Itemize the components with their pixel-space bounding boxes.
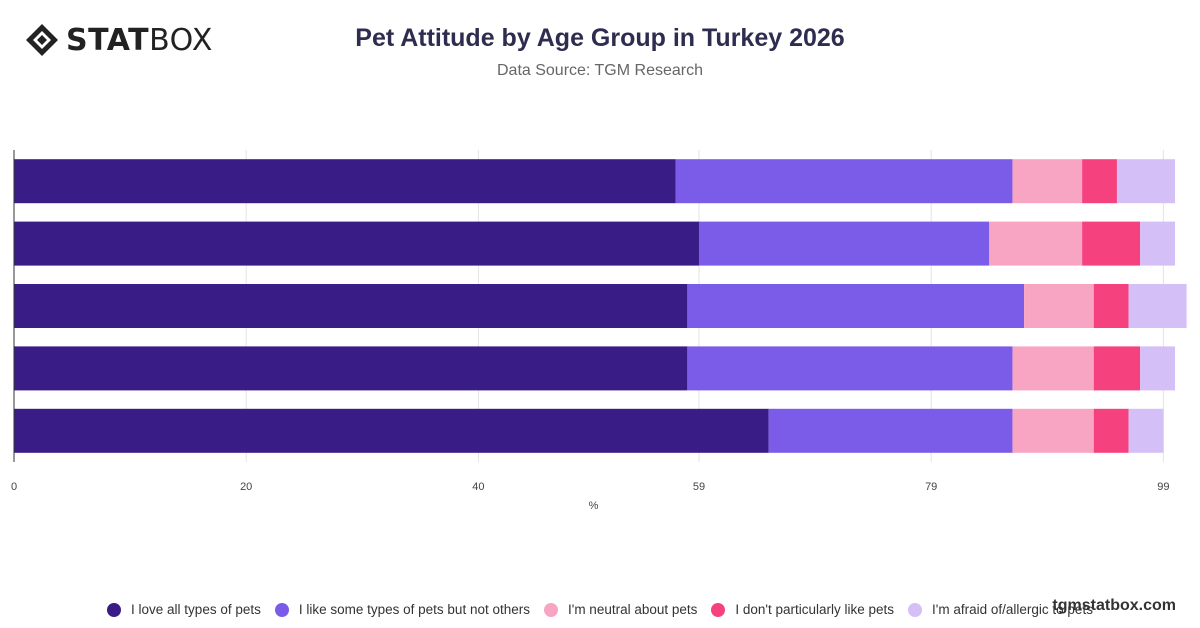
legend-label: I love all types of pets [131, 602, 261, 617]
legend-item[interactable]: I'm afraid of/allergic to pets [908, 602, 1093, 617]
bar-segment [768, 408, 1013, 453]
chart-legend: I love all types of pets I like some type… [0, 602, 1200, 617]
legend-label: I don't particularly like pets [735, 602, 895, 617]
bar-segment [1093, 408, 1129, 453]
bar-segment [1012, 346, 1094, 391]
legend-label: I like some types of pets but not others [298, 602, 530, 617]
bar-segment [1128, 284, 1187, 328]
x-tick-label: 40 [472, 481, 484, 493]
chart-subtitle: Data Source: TGM Research [496, 62, 703, 79]
bar-segment [1012, 408, 1094, 453]
legend-label: I'm neutral about pets [567, 602, 698, 617]
logo-wordmark: STATBOX [66, 22, 213, 58]
x-tick-label: 59 [693, 481, 705, 493]
bar-segment [1116, 159, 1175, 204]
x-tick-label: 79 [925, 481, 937, 493]
legend-marker [543, 602, 558, 617]
diamond-logo-icon [26, 24, 58, 56]
x-tick-label: 20 [240, 481, 252, 493]
bar-segment [14, 346, 688, 391]
legend-marker [107, 602, 122, 617]
bar-segment [1024, 284, 1094, 328]
bar-segment [1082, 221, 1141, 266]
statbox-logo: STATBOX [24, 20, 213, 60]
bar-segment [1128, 408, 1164, 453]
bar-segment [687, 284, 1025, 328]
chart-title: Pet Attitude by Age Group in Turkey 2026 [355, 24, 845, 52]
legend-item[interactable]: I'm neutral about pets [543, 602, 698, 617]
bar-segment [675, 159, 1013, 204]
x-tick-label: 0 [11, 481, 17, 493]
bar-segment [1140, 221, 1175, 266]
legend-item[interactable]: I like some types of pets but not others [274, 602, 530, 617]
bar-segment [687, 346, 1013, 391]
x-tick-label: 99 [1157, 481, 1169, 493]
legend-marker [711, 602, 726, 617]
stacked-bar-chart: 0 20 40 59 79 99% [11, 150, 1187, 512]
bar-segment [14, 284, 688, 328]
bar-segment [1140, 346, 1175, 391]
bar-segment [1093, 284, 1129, 328]
bar-segment [14, 408, 769, 453]
watermark: tgmstatbox.com [1052, 597, 1176, 614]
legend-item[interactable]: I love all types of pets [107, 602, 261, 617]
legend-marker [274, 602, 289, 617]
x-axis-label: % [589, 500, 599, 512]
bar-segment [698, 221, 990, 266]
legend-label: I'm afraid of/allergic to pets [932, 602, 1093, 617]
legend-marker [908, 602, 923, 617]
bar-segment [1012, 159, 1083, 204]
bar-segment [989, 221, 1083, 266]
bar-segment [14, 159, 676, 204]
bar-segment [14, 221, 699, 266]
legend-item[interactable]: I don't particularly like pets [711, 602, 894, 617]
bar-segment [1082, 159, 1117, 204]
bar-segment [1093, 346, 1141, 391]
